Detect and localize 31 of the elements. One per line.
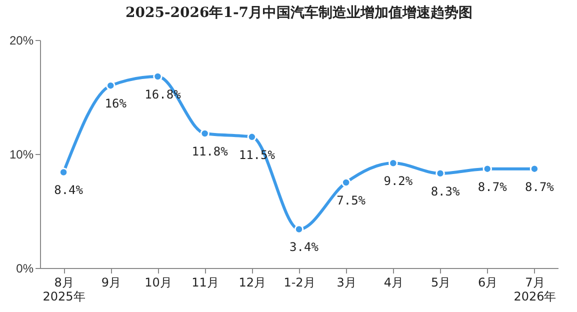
- data-label: 8.7%: [525, 180, 555, 194]
- point: [247, 132, 257, 142]
- x-tick-label: 9月: [101, 276, 121, 290]
- point: [153, 72, 162, 82]
- y-tick-label: 0%: [16, 262, 34, 276]
- data-label: 7.5%: [336, 194, 366, 208]
- data-label: 3.4%: [290, 240, 320, 254]
- y-tick-label: 20%: [9, 34, 34, 48]
- data-label: 16%: [104, 96, 128, 111]
- x-tick-label: 5月: [430, 276, 451, 290]
- x-tick-label: 11月: [192, 276, 219, 290]
- x-tick-label: 1-2月: [284, 276, 316, 290]
- y-tick-label: 10%: [9, 148, 34, 162]
- data-label: 8.7%: [478, 180, 508, 194]
- point: [341, 178, 351, 188]
- x-tick-label: 7月 2026年: [514, 276, 556, 304]
- x-tick-label: 4月: [384, 276, 404, 290]
- x-tick-label: 10月: [144, 276, 172, 290]
- x-tick-label: 12月: [238, 276, 266, 290]
- point: [530, 164, 540, 174]
- data-label: 8.4%: [54, 183, 84, 198]
- x-tick-label: 3月: [336, 276, 356, 290]
- x-tick-label: 8月 2025年: [42, 276, 86, 304]
- data-label: 8.3%: [430, 184, 460, 198]
- data-label: 9.2%: [384, 174, 414, 188]
- chart-title: 2025-2026年1-7月中国汽车制造业增加值增速趋势图: [125, 4, 473, 21]
- point: [294, 224, 304, 234]
- point: [58, 168, 68, 177]
- x-tick-label: 6月: [478, 276, 498, 290]
- data-label: 11.8%: [192, 144, 229, 158]
- point: [200, 128, 210, 138]
